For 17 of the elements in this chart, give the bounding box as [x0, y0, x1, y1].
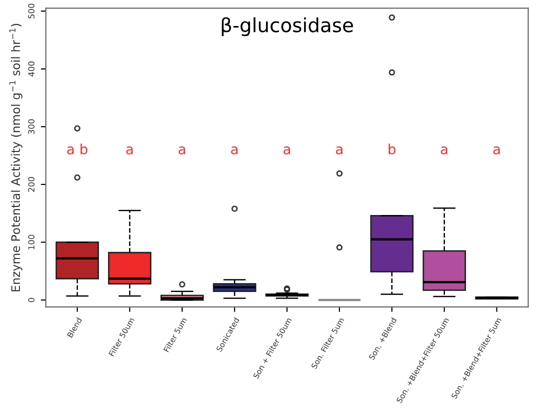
y-tick-label: 400: [28, 62, 34, 76]
y-tick-label: 200: [28, 177, 34, 192]
y-tick-label: 100: [28, 234, 34, 250]
annotation: a b: [67, 144, 88, 154]
annotation: a: [178, 146, 186, 154]
chart-title: β-glucosidase: [222, 17, 353, 36]
y-tick-label: 500: [28, 4, 34, 18]
annotation: a: [284, 146, 290, 154]
y-tick-label: 300: [28, 119, 34, 134]
annotation: a: [336, 146, 342, 154]
y-axis-title: Enzyme Potential Activity (nmol g$^{−1}$ soil hr$^{−1}$): [9, 24, 22, 292]
annotation: a: [231, 146, 238, 154]
annotation: a: [440, 146, 448, 154]
annotation: b: [388, 144, 396, 154]
annotation: a: [493, 146, 500, 154]
annotation: a: [126, 146, 133, 154]
y-tick-label: 0: [28, 298, 34, 302]
